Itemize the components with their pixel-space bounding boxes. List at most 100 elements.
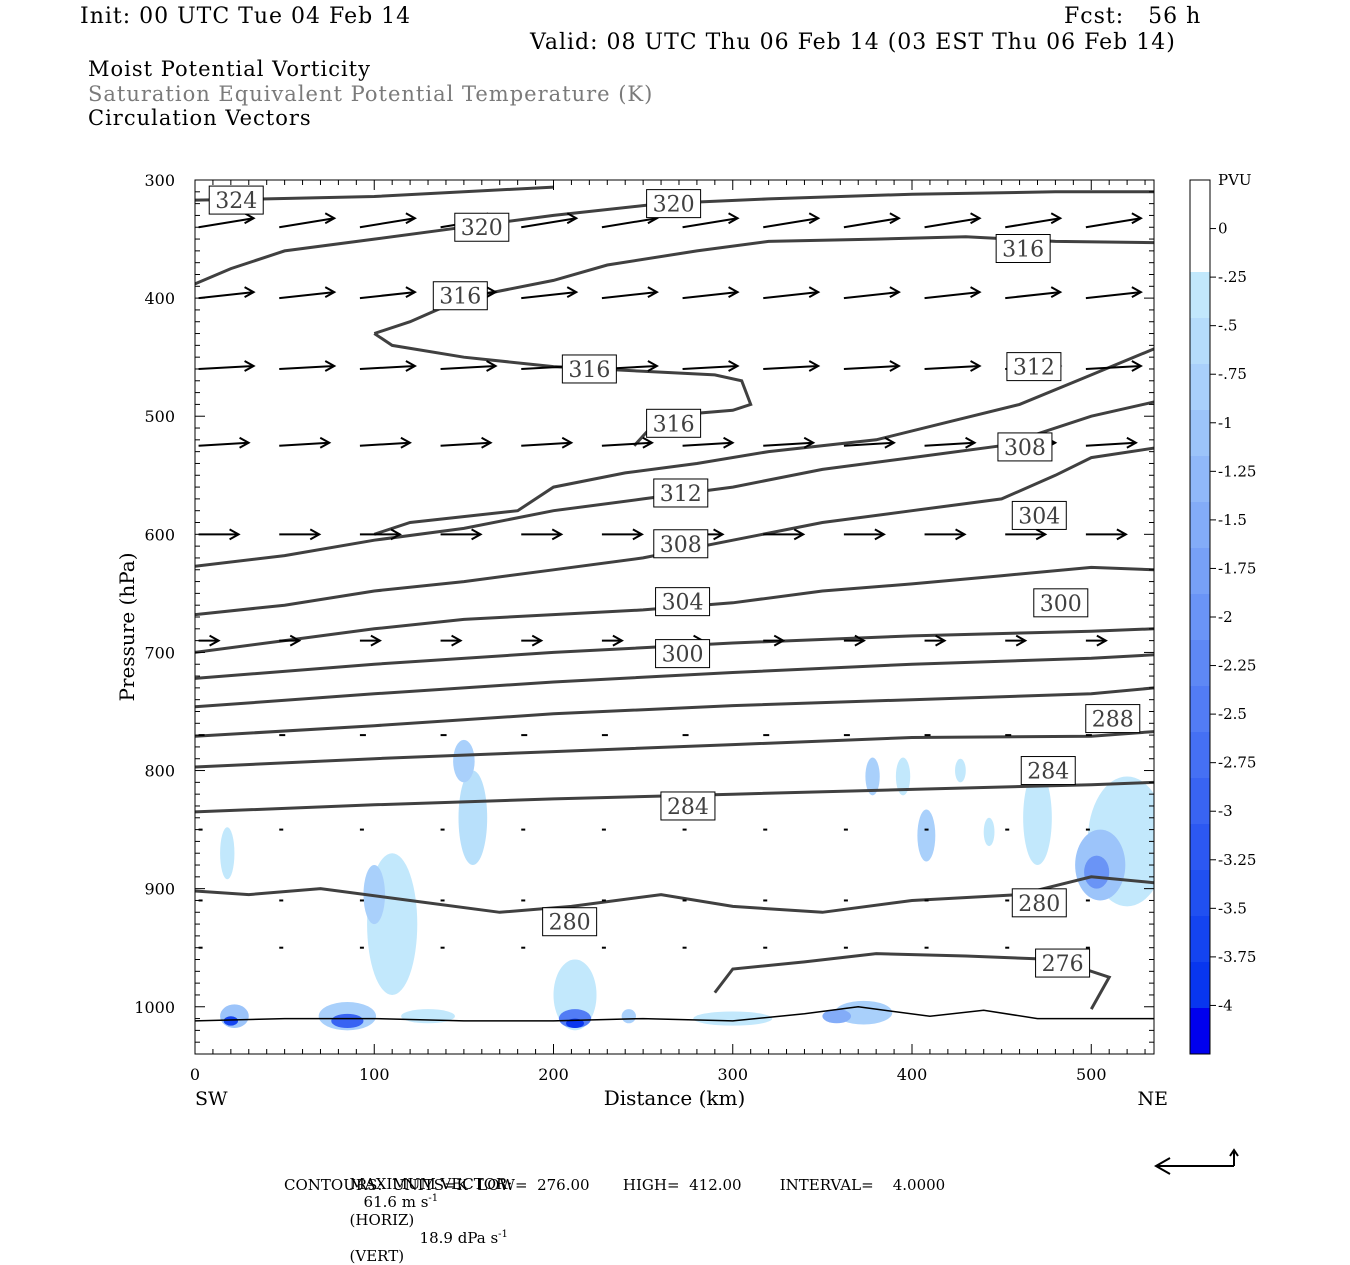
vector-head [970,360,982,372]
contour-label-text: 320 [461,216,503,241]
colorbar-swatch-13 [1190,778,1210,825]
vector-1-315 [763,286,821,300]
vector-head [324,360,337,372]
colorbar-swatch-15 [1190,870,1210,917]
contour-label-box [653,478,709,508]
contour-label-text: 304 [1018,504,1060,529]
vector-shaft [843,217,900,229]
contour-label-box [646,189,702,219]
vector-shaft [1005,291,1061,300]
x-tick-label: 0 [190,1065,200,1084]
vector-head [1050,286,1063,298]
vector-shaft [682,291,738,300]
vector-head [486,286,498,298]
contour-label-box [542,907,598,937]
contour-label-text: 312 [660,482,702,507]
vector-shaft [1085,441,1136,447]
vector-shaft [924,441,975,447]
vector-head [405,286,417,298]
x-tick-label: 300 [717,1065,748,1084]
vector-shaft [198,441,249,447]
y-tick-label: 900 [144,880,175,899]
vector-shaft [843,291,900,300]
y-tick-label: 400 [144,289,175,308]
vector-5-495 [1085,634,1108,647]
vector-head [955,528,967,541]
vector-0-90 [359,212,417,229]
forecast-hour: Fcst: 56 h [1064,4,1202,29]
colorbar-swatch-16 [1190,916,1210,963]
colorbar-swatch-3 [1190,318,1210,365]
contour-label-316-3: 316 [432,281,488,311]
vector-5-315 [763,634,786,647]
contour-label-text: 316 [439,285,481,310]
vector-5-360 [843,634,866,647]
vector-shaft [924,364,980,370]
contour-label-284-18: 284 [660,791,716,821]
colorbar-swatch-18 [1190,1008,1210,1055]
colorbar-label: -1.75 [1218,559,1256,577]
contour-label-box [646,408,702,438]
pv-shade-0 [458,770,488,866]
plot-frame [194,179,1155,1055]
colorbar-label: -3.75 [1218,948,1256,966]
contour-label-284-19: 284 [1020,756,1076,786]
pv-shade-22 [223,1016,239,1026]
vector-shaft [521,217,577,229]
vector-shaft [601,217,658,229]
vector-4-405 [924,528,967,541]
vector-shaft [279,441,330,447]
vector-shaft [198,291,254,300]
colorbar-label: -3.25 [1218,851,1256,869]
vector-4-360 [843,528,886,541]
field-title-theta-es: Saturation Equivalent Potential Temperat… [88,82,654,106]
contour-label-312-7: 312 [653,478,709,508]
vector-head [1096,634,1108,647]
vector-4-90 [359,528,402,541]
colorbar-label: -3 [1218,802,1233,820]
vector-head [632,528,644,541]
vector-0-0 [198,212,256,229]
pv-shade-11 [895,757,911,796]
colorbar-label: -3.5 [1218,899,1247,917]
vector-head [808,286,821,298]
vector-4-225 [601,528,644,541]
vector-head [889,286,901,298]
vector-head [874,528,886,541]
x-tick-label: 500 [1076,1065,1107,1084]
contour-label-box [208,185,264,215]
vector-head [229,528,241,541]
contour-label-box [655,587,711,617]
vector-3-315 [763,436,816,449]
vector-head [723,436,735,449]
vector-head [808,212,821,225]
vector-shaft [601,441,652,447]
colorbar-label: -2.5 [1218,705,1247,723]
pv-shade-8 [1023,770,1052,866]
contour-label-box [432,281,488,311]
pv-shade-7 [1084,855,1110,889]
vector-head [642,436,654,449]
colorbar-swatch-14 [1190,824,1210,871]
vector-head [566,286,579,298]
vector-3-495 [1085,436,1138,449]
vector-shaft [682,217,738,229]
vector-2-0 [198,360,256,372]
contour-label-text: 312 [1013,356,1055,381]
colorbar-swatch-17 [1190,962,1210,1009]
vector-head [970,212,982,225]
colorbar-label: -.5 [1218,317,1237,335]
theta-contour-296-15 [195,627,1154,680]
contour-label-320-2: 320 [646,189,702,219]
colorbar-swatch-7 [1190,502,1210,549]
vector-head [647,360,659,372]
vector-4-45 [279,528,322,541]
colorbar-label: -2.75 [1218,754,1256,772]
contour-label-text: 308 [660,533,702,558]
vector-2-135 [440,360,498,372]
vector-2-405 [924,360,982,372]
vector-shaft [440,364,496,370]
vector-shaft [763,217,819,229]
contour-label-288-17: 288 [1085,704,1141,734]
contour-label-box [653,529,709,559]
